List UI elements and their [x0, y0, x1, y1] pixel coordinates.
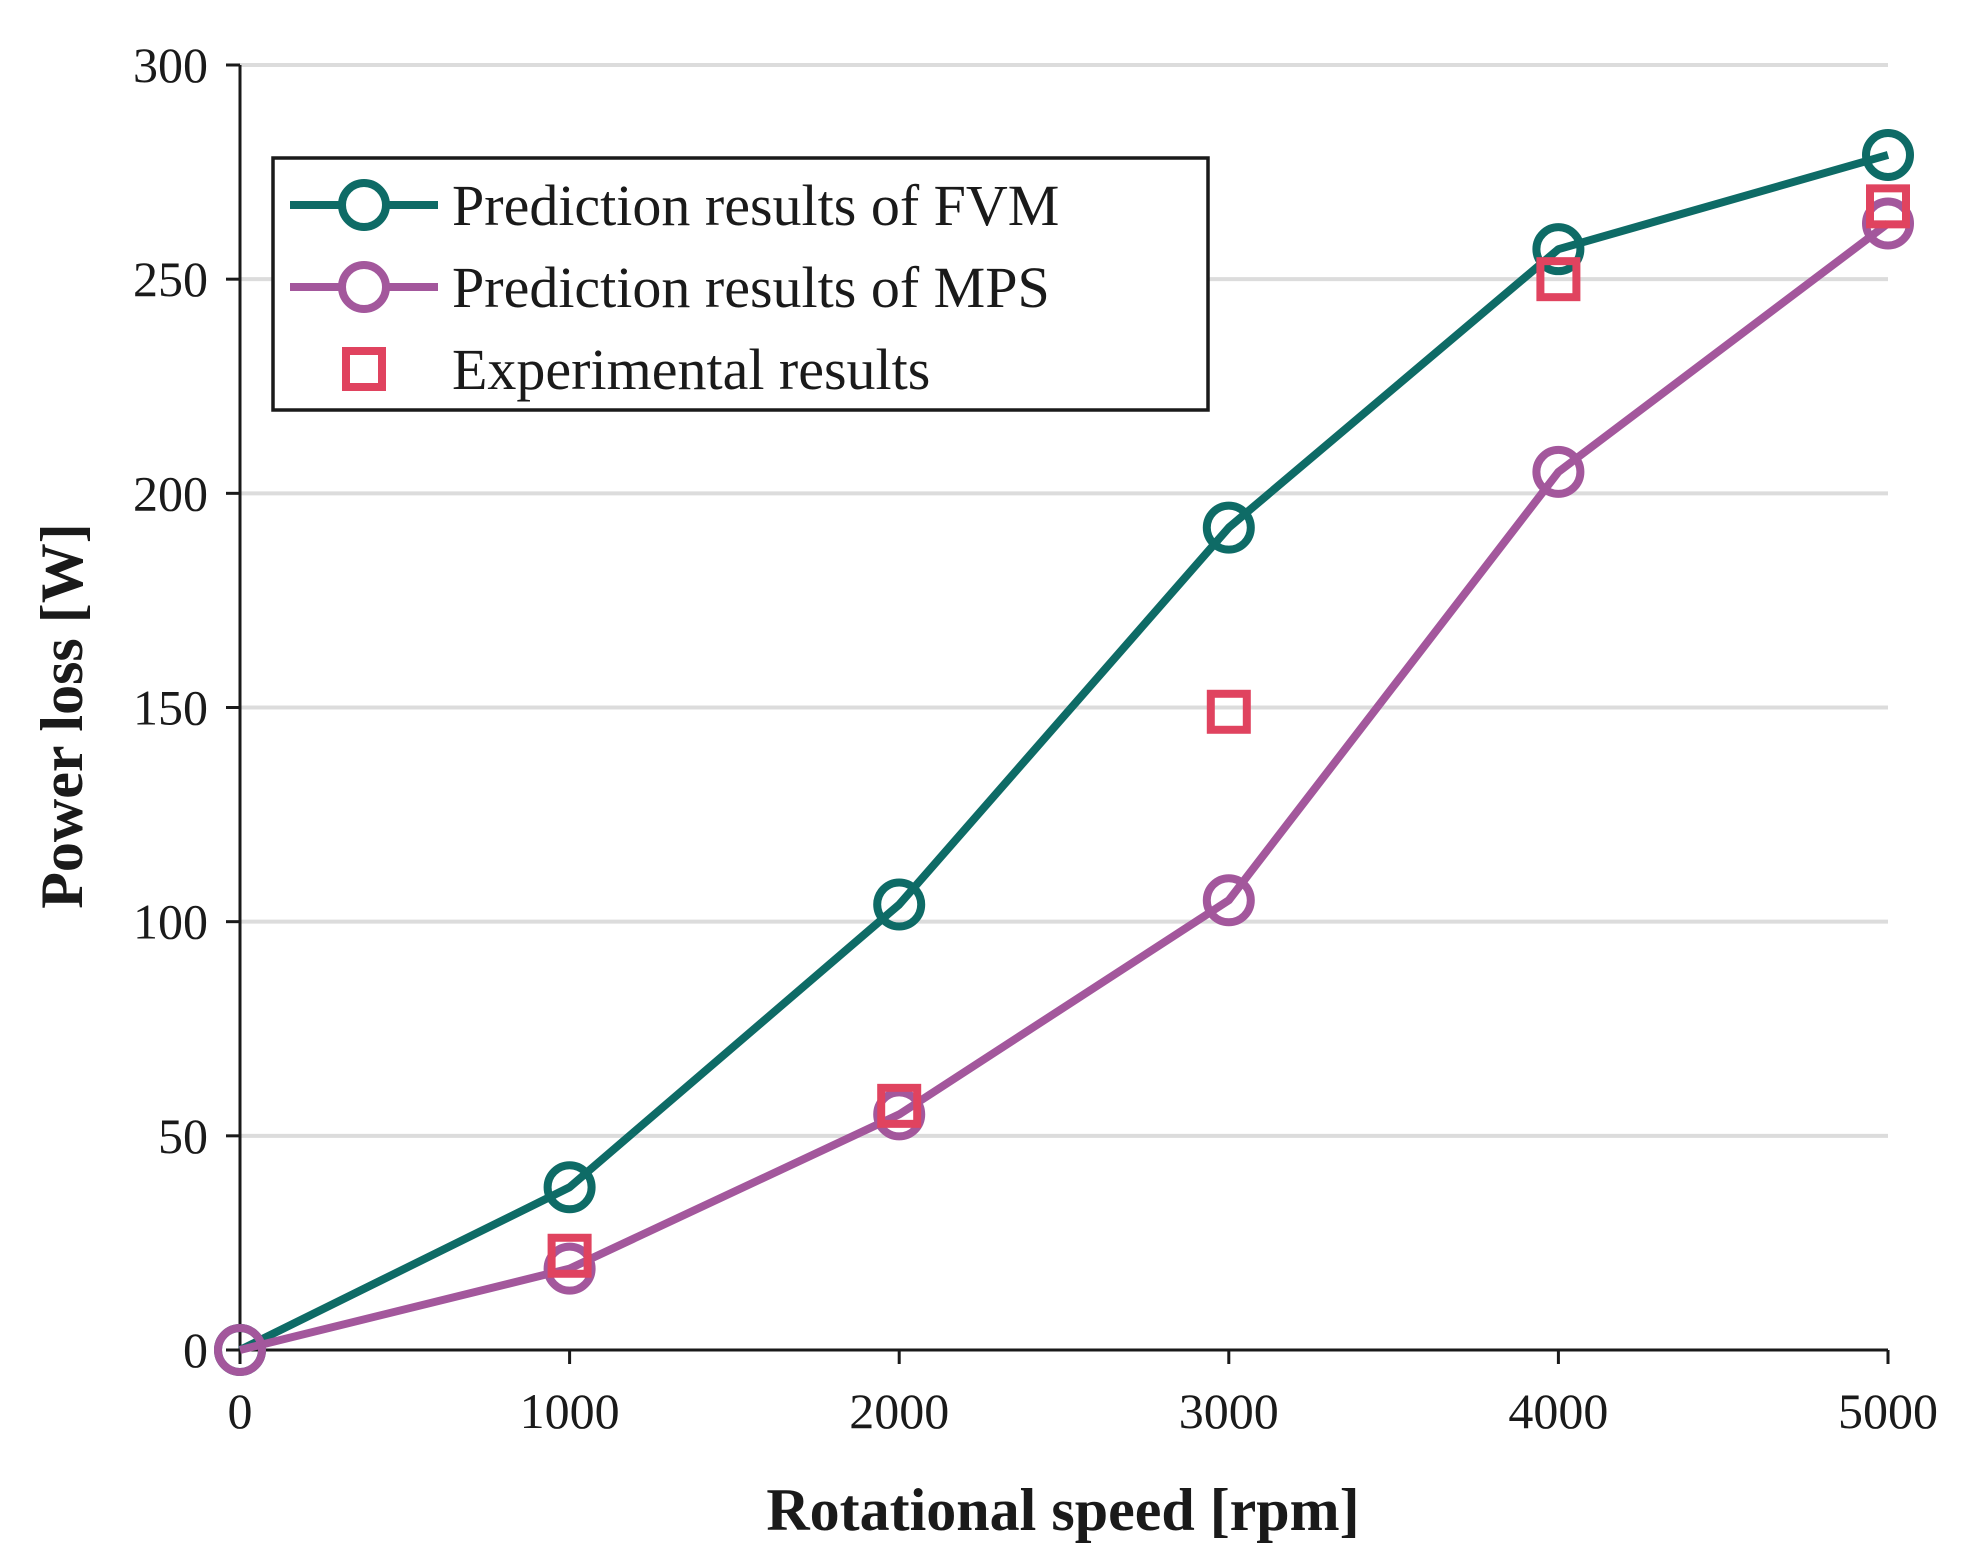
legend-item-1: Prediction results of FVM	[290, 173, 1059, 238]
series-1-point-3000	[1202, 501, 1255, 554]
series-layer	[214, 128, 1914, 1376]
legend: Prediction results of FVM Prediction resu…	[271, 156, 1210, 412]
y-tick-label-0: 0	[183, 1322, 208, 1378]
legend-swatch-marker-2	[338, 261, 390, 313]
x-tick-label-0: 0	[228, 1383, 253, 1439]
gridlines	[240, 63, 1888, 1138]
series-1-line	[238, 151, 1890, 1354]
series-3-point-4000	[1536, 257, 1581, 302]
y-tick-labels: 0 50 100 150 200 250 300	[133, 37, 208, 1378]
legend-item-3: Experimental results	[342, 337, 930, 402]
legend-label-1: Prediction results of FVM	[452, 173, 1059, 238]
axes	[226, 63, 1890, 1364]
legend-swatch-marker-3	[342, 347, 386, 391]
x-tick-label-1000: 1000	[520, 1383, 620, 1439]
legend-label-2: Prediction results of MPS	[452, 255, 1050, 320]
series-1-point-5000	[1862, 128, 1914, 181]
series-1-point-1000	[543, 1161, 596, 1214]
series-2-point-4000	[1532, 445, 1585, 498]
x-tick-label-2000: 2000	[849, 1383, 949, 1439]
y-axis-title: Power loss [W]	[29, 523, 95, 909]
series-3-point-1000	[547, 1233, 592, 1278]
x-axis-title: Rotational speed [rpm]	[766, 1477, 1359, 1543]
y-tick-label-150: 150	[133, 680, 208, 736]
series-3	[547, 184, 1910, 1278]
legend-swatch-marker-1	[338, 179, 390, 231]
series-1-point-2000	[873, 878, 926, 931]
y-tick-label-50: 50	[158, 1108, 208, 1164]
y-tick-label-250: 250	[133, 251, 208, 307]
series-1-point-4000	[1532, 223, 1585, 276]
series-2-point-3000	[1202, 874, 1255, 927]
series-3-point-5000	[1866, 184, 1910, 229]
x-tick-labels: 0 1000 2000 3000 4000 5000	[228, 1383, 1939, 1439]
series-3-point-3000	[1206, 689, 1251, 734]
legend-label-3: Experimental results	[452, 337, 930, 402]
x-tick-label-5000: 5000	[1838, 1383, 1938, 1439]
series-3-point-2000	[877, 1083, 922, 1128]
y-tick-label-300: 300	[133, 37, 208, 93]
legend-item-2: Prediction results of MPS	[290, 255, 1050, 320]
series-2-point-0	[214, 1324, 266, 1376]
x-tick-label-4000: 4000	[1508, 1383, 1608, 1439]
y-tick-label-100: 100	[133, 894, 208, 950]
y-tick-label-200: 200	[133, 465, 208, 521]
x-tick-label-3000: 3000	[1179, 1383, 1279, 1439]
series-2-line	[239, 220, 1891, 1354]
